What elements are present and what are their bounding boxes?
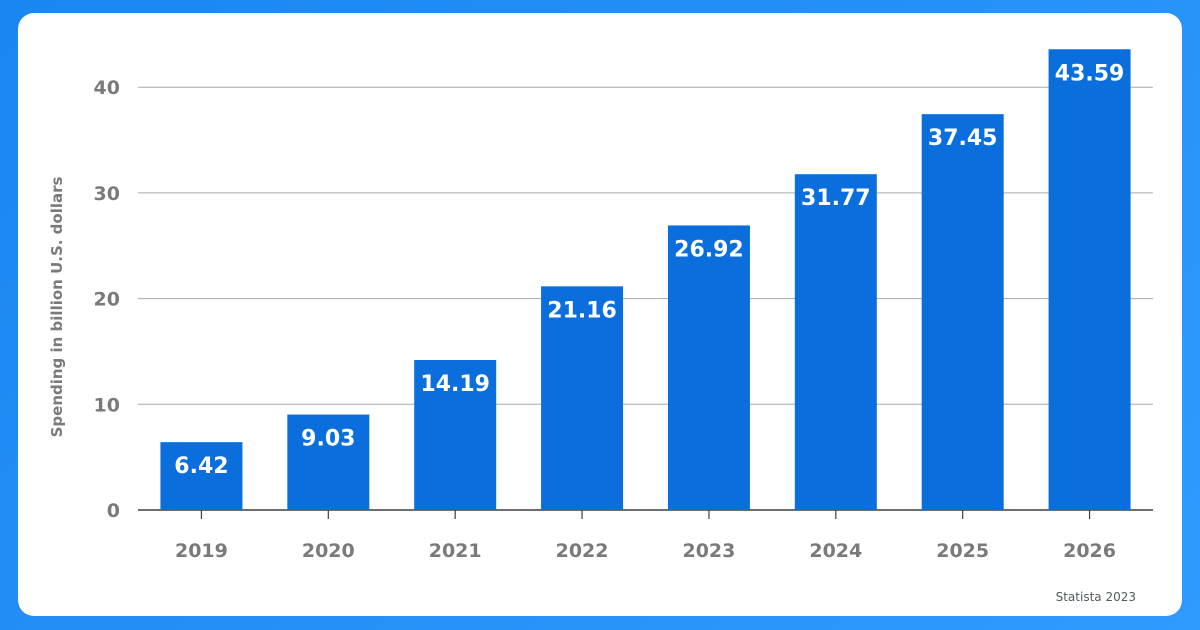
source-credit: Statista 2023: [1055, 590, 1136, 604]
bar-2025: [921, 114, 1004, 510]
bar-2021: [414, 360, 497, 510]
x-tick-label: 2025: [936, 540, 989, 562]
bar-2026: [1048, 49, 1131, 511]
data-label: 26.92: [674, 237, 744, 262]
data-label: 43.59: [1055, 61, 1125, 86]
y-tick-label: 40: [94, 77, 120, 99]
data-label: 31.77: [801, 186, 871, 211]
x-tick-label: 2023: [682, 540, 735, 562]
y-axis-label: Spending in billion U.S. dollars: [48, 176, 66, 437]
data-labels: 6.42 9.03 14.19 21.16 26.92 31.77 37.45 43.59: [174, 61, 1124, 479]
data-label: 9.03: [301, 427, 355, 452]
x-tick-label: 2019: [175, 540, 228, 562]
y-axis-ticks: 0 10 20 30 40: [94, 77, 120, 522]
x-tick-label: 2026: [1063, 540, 1116, 562]
bar-2022: [541, 286, 624, 510]
x-tick-label: 2021: [429, 540, 482, 562]
x-axis-ticks: 2019 2020 2021 2022 2023 2024 2025 2026: [175, 510, 1116, 562]
data-label: 21.16: [547, 298, 617, 323]
bar-2023: [667, 225, 750, 510]
chart-card: 6.42 9.03 14.19 21.16 26.92 31.77 37.45 43.59 0…: [18, 13, 1182, 616]
bar-2024: [794, 174, 877, 510]
x-tick-label: 2022: [556, 540, 609, 562]
y-tick-label: 30: [94, 183, 120, 205]
bar-2020: [287, 414, 370, 510]
y-tick-label: 10: [94, 394, 120, 416]
data-label: 14.19: [420, 372, 490, 397]
data-label: 6.42: [174, 454, 228, 479]
y-tick-label: 20: [94, 289, 120, 311]
bar-chart: 6.42 9.03 14.19 21.16 26.92 31.77 37.45 43.59 0…: [48, 49, 1153, 562]
bar-2019: [160, 442, 243, 510]
x-tick-label: 2020: [302, 540, 355, 562]
y-tick-label: 0: [107, 500, 120, 522]
bars: [160, 49, 1131, 511]
data-label: 37.45: [928, 126, 998, 151]
x-tick-label: 2024: [809, 540, 862, 562]
